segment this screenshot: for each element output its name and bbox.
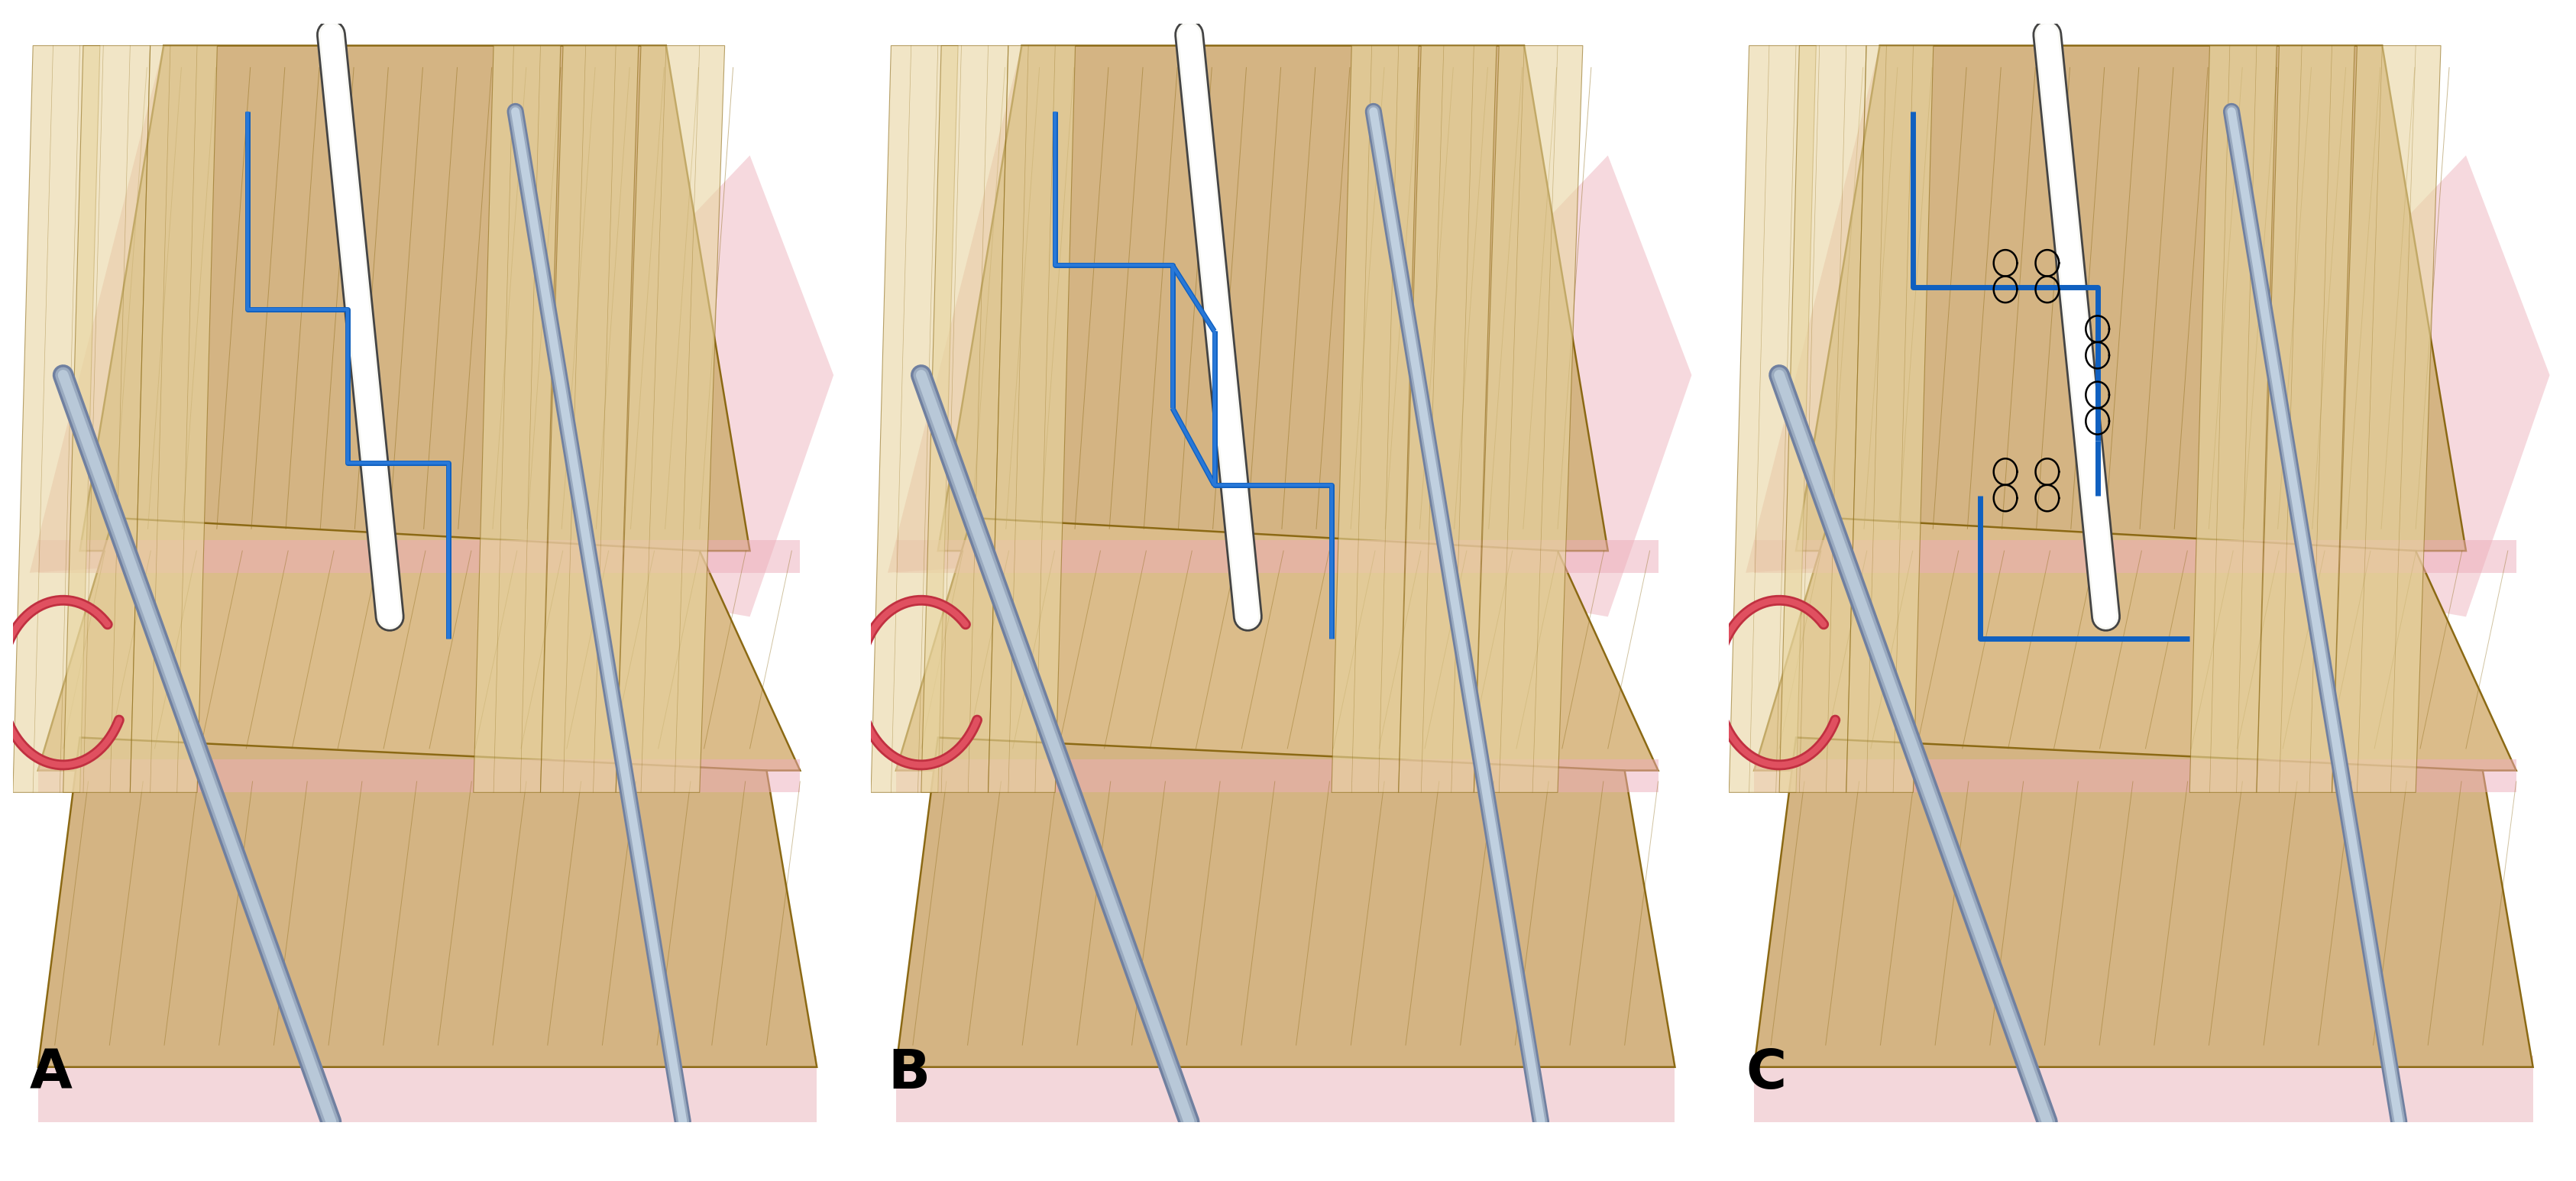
Polygon shape — [80, 46, 750, 550]
Polygon shape — [500, 156, 835, 616]
Polygon shape — [1358, 156, 1692, 616]
Polygon shape — [896, 517, 1659, 770]
Polygon shape — [1754, 737, 2532, 1068]
Polygon shape — [131, 46, 216, 792]
Polygon shape — [62, 46, 149, 792]
Polygon shape — [1754, 759, 2514, 792]
Polygon shape — [1795, 46, 2465, 550]
Polygon shape — [922, 46, 1007, 792]
Polygon shape — [1332, 46, 1419, 792]
Polygon shape — [871, 46, 958, 792]
Polygon shape — [1399, 46, 1497, 792]
Polygon shape — [39, 540, 799, 573]
Polygon shape — [896, 540, 1659, 573]
Polygon shape — [1754, 517, 2514, 770]
Polygon shape — [2331, 46, 2439, 792]
Polygon shape — [541, 46, 639, 792]
Polygon shape — [938, 46, 1607, 550]
Polygon shape — [39, 759, 799, 792]
Polygon shape — [39, 517, 799, 770]
Polygon shape — [39, 1056, 817, 1122]
Polygon shape — [1728, 46, 1816, 792]
Polygon shape — [13, 46, 100, 792]
Polygon shape — [896, 759, 1659, 792]
Polygon shape — [896, 737, 1674, 1068]
Polygon shape — [2257, 46, 2354, 792]
Polygon shape — [989, 46, 1074, 792]
Polygon shape — [39, 737, 817, 1068]
Polygon shape — [1754, 540, 2514, 573]
Text: B: B — [886, 1048, 930, 1100]
Polygon shape — [1847, 46, 1932, 792]
Polygon shape — [1754, 1056, 2532, 1122]
Polygon shape — [31, 46, 533, 573]
Polygon shape — [896, 1056, 1674, 1122]
Polygon shape — [2213, 156, 2548, 616]
Text: C: C — [1747, 1048, 1785, 1100]
Polygon shape — [1777, 46, 1865, 792]
Polygon shape — [1473, 46, 1582, 792]
Polygon shape — [2190, 46, 2277, 792]
Polygon shape — [1747, 46, 2246, 573]
Polygon shape — [474, 46, 562, 792]
Text: A: A — [31, 1048, 72, 1100]
Polygon shape — [616, 46, 724, 792]
Polygon shape — [886, 46, 1391, 573]
